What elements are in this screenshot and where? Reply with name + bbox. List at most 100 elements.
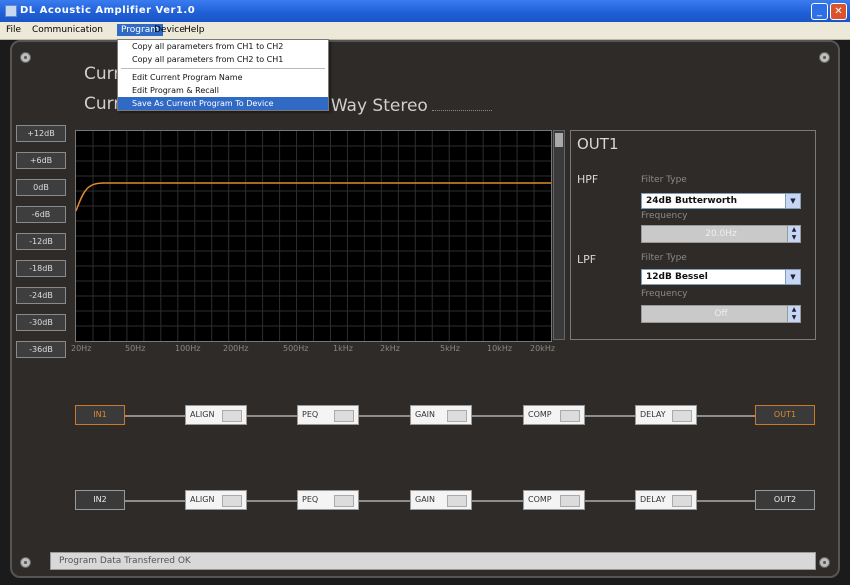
lpf-frequency-value: Off xyxy=(714,309,728,319)
hpf-frequency-spinbox[interactable]: 20.0Hz ▲ ▼ xyxy=(641,225,801,243)
lpf-filter-type-label: Filter Type xyxy=(641,253,687,263)
signal-chain-2: IN2 ALIGN PEQ GAIN COMP DELAY OUT2 xyxy=(75,490,815,512)
menu-item-copy-ch1-to-ch2[interactable]: Copy all parameters from CH1 to CH2 xyxy=(132,42,284,51)
x-tick-label: 200Hz xyxy=(223,344,249,353)
module-switch[interactable] xyxy=(447,410,467,422)
module-switch[interactable] xyxy=(672,410,692,422)
module-label: DELAY xyxy=(640,495,666,504)
lpf-filter-type-select[interactable]: 12dB Bessel ▼ xyxy=(641,269,801,285)
minimize-button[interactable]: _ xyxy=(811,3,828,20)
level-button[interactable]: -24dB xyxy=(16,287,66,304)
hpf-filter-type-label: Filter Type xyxy=(641,175,687,185)
align-module-2[interactable]: ALIGN xyxy=(185,490,247,510)
screw-icon xyxy=(819,52,830,63)
module-label: COMP xyxy=(528,495,552,504)
module-switch[interactable] xyxy=(334,410,354,422)
x-tick-label: 2kHz xyxy=(380,344,400,353)
menu-file[interactable]: File xyxy=(6,25,22,35)
current-mode-value: 2Way Stereo xyxy=(320,96,520,116)
comp-module-1[interactable]: COMP xyxy=(523,405,585,425)
window-title-bar: DL Acoustic Amplifier Ver1.0 _ ✕ xyxy=(0,0,850,22)
spin-arrows-icon[interactable]: ▲ ▼ xyxy=(787,226,800,242)
module-label: PEQ xyxy=(302,495,319,504)
lpf-frequency-label: Frequency xyxy=(641,289,688,299)
hpf-frequency-value: 20.0Hz xyxy=(705,229,737,239)
menu-program[interactable]: Program xyxy=(117,24,163,36)
x-tick-label: 10kHz xyxy=(487,344,513,353)
input-2-button[interactable]: IN2 xyxy=(75,490,125,510)
hpf-filter-type-select[interactable]: 24dB Butterworth ▼ xyxy=(641,193,801,209)
level-button[interactable]: -36dB xyxy=(16,341,66,358)
module-label: DELAY xyxy=(640,410,666,419)
module-switch[interactable] xyxy=(447,495,467,507)
output-1-button[interactable]: OUT1 xyxy=(755,405,815,425)
graph-x-axis: 20Hz 50Hz 100Hz 200Hz 500Hz 1kHz 2kHz 5k… xyxy=(71,344,556,356)
delay-module-2[interactable]: DELAY xyxy=(635,490,697,510)
gain-module-1[interactable]: GAIN xyxy=(410,405,472,425)
screw-icon xyxy=(20,557,31,568)
module-switch[interactable] xyxy=(334,495,354,507)
module-switch[interactable] xyxy=(560,410,580,422)
delay-module-1[interactable]: DELAY xyxy=(635,405,697,425)
level-button[interactable]: -18dB xyxy=(16,260,66,277)
chevron-down-icon[interactable]: ▼ xyxy=(785,194,800,208)
menu-item-edit-program-name[interactable]: Edit Current Program Name xyxy=(132,73,243,82)
program-menu-dropdown: Copy all parameters from CH1 to CH2 Copy… xyxy=(117,39,329,111)
comp-module-2[interactable]: COMP xyxy=(523,490,585,510)
menu-help[interactable]: Help xyxy=(184,25,205,35)
level-button[interactable]: 0dB xyxy=(16,179,66,196)
module-switch[interactable] xyxy=(222,495,242,507)
module-switch[interactable] xyxy=(672,495,692,507)
level-buttons: +12dB +6dB 0dB -6dB -12dB -18dB -24dB -3… xyxy=(16,125,66,368)
chevron-down-icon[interactable]: ▼ xyxy=(785,270,800,284)
input-1-button[interactable]: IN1 xyxy=(75,405,125,425)
level-button[interactable]: +6dB xyxy=(16,152,66,169)
gain-module-2[interactable]: GAIN xyxy=(410,490,472,510)
module-label: GAIN xyxy=(415,410,436,419)
signal-chain-1: IN1 ALIGN PEQ GAIN COMP DELAY OUT1 xyxy=(75,405,815,427)
status-bar: Program Data Transferred OK xyxy=(50,552,816,570)
peq-module-2[interactable]: PEQ xyxy=(297,490,359,510)
close-button[interactable]: ✕ xyxy=(830,3,847,20)
response-curve xyxy=(76,182,551,212)
x-tick-label: 20Hz xyxy=(71,344,92,353)
screw-icon xyxy=(819,557,830,568)
menu-separator xyxy=(121,68,325,69)
x-tick-label: 1kHz xyxy=(333,344,353,353)
align-module-1[interactable]: ALIGN xyxy=(185,405,247,425)
module-label: ALIGN xyxy=(190,495,215,504)
hpf-label: HPF xyxy=(577,173,599,186)
graph-canvas xyxy=(76,131,551,341)
lpf-frequency-spinbox[interactable]: Off ▲ ▼ xyxy=(641,305,801,323)
menu-communication[interactable]: Communication xyxy=(32,25,103,35)
current-program-label: Curr xyxy=(84,64,121,84)
mode-text: 2Way Stereo xyxy=(320,96,428,116)
peq-module-1[interactable]: PEQ xyxy=(297,405,359,425)
graph-scrollbar[interactable] xyxy=(553,130,565,340)
scrollbar-thumb[interactable] xyxy=(555,133,563,147)
mode-dots xyxy=(431,110,492,111)
spin-arrows-icon[interactable]: ▲ ▼ xyxy=(787,306,800,322)
menu-item-edit-program-recall[interactable]: Edit Program & Recall xyxy=(132,86,219,95)
x-tick-label: 50Hz xyxy=(125,344,146,353)
level-button[interactable]: +12dB xyxy=(16,125,66,142)
level-button[interactable]: -6dB xyxy=(16,206,66,223)
module-switch[interactable] xyxy=(560,495,580,507)
level-button[interactable]: -30dB xyxy=(16,314,66,331)
lpf-filter-type-value: 12dB Bessel xyxy=(646,272,708,282)
x-tick-label: 500Hz xyxy=(283,344,309,353)
menu-item-copy-ch2-to-ch1[interactable]: Copy all parameters from CH2 to CH1 xyxy=(132,55,284,64)
x-tick-label: 100Hz xyxy=(175,344,201,353)
frequency-response-graph[interactable] xyxy=(75,130,552,342)
menu-item-save-program-to-device[interactable]: Save As Current Program To Device xyxy=(118,97,328,110)
window-title: DL Acoustic Amplifier Ver1.0 xyxy=(20,5,196,16)
x-tick-label: 5kHz xyxy=(440,344,460,353)
menu-device[interactable]: Device xyxy=(154,25,185,35)
level-button[interactable]: -12dB xyxy=(16,233,66,250)
output-title: OUT1 xyxy=(577,135,619,153)
module-label: GAIN xyxy=(415,495,436,504)
status-text: Program Data Transferred OK xyxy=(59,556,191,566)
module-switch[interactable] xyxy=(222,410,242,422)
x-tick-label: 20kHz xyxy=(530,344,556,353)
output-2-button[interactable]: OUT2 xyxy=(755,490,815,510)
